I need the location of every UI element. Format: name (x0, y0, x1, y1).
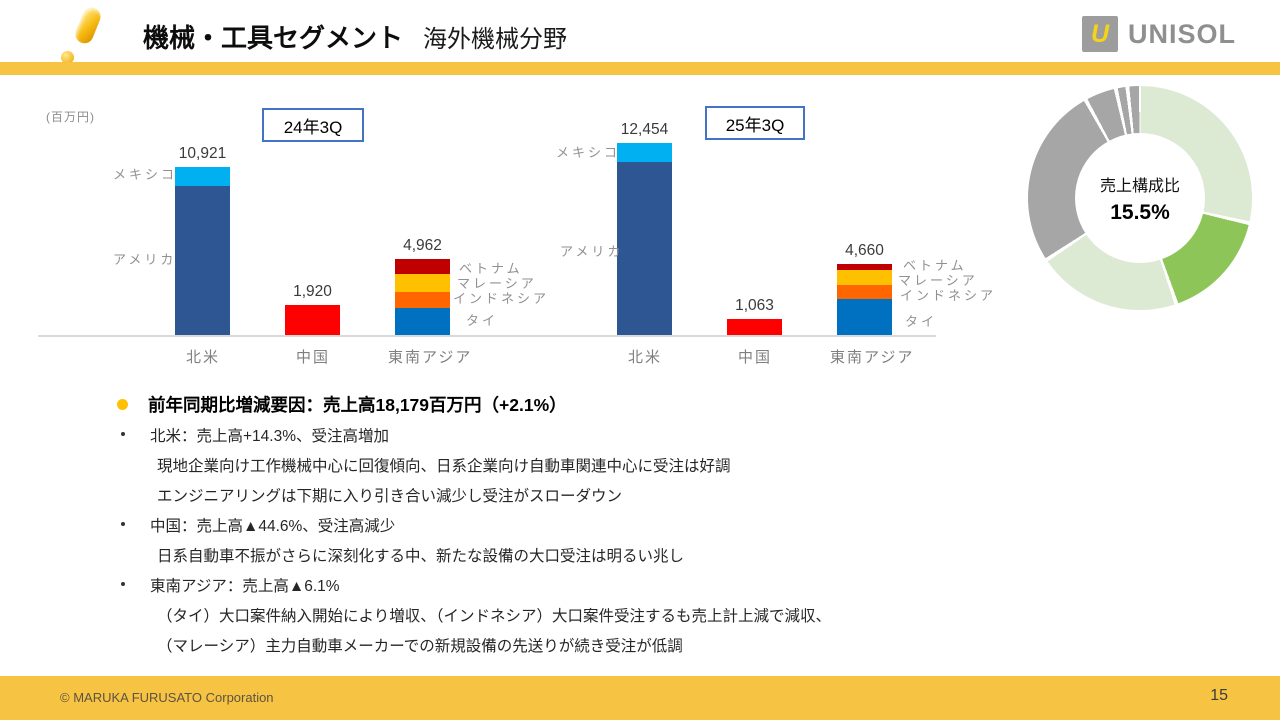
period-box-25y3q: 25年3Q (705, 106, 805, 140)
bullet-line: 現地企業向け工作機械中心に回復傾向、日系企業向け自動車関連中心に受注は好調 (157, 458, 731, 475)
bar-24年3Q-北米 (175, 167, 230, 335)
period-box-24y3q: 24年3Q (262, 108, 364, 142)
header-divider (0, 62, 1280, 75)
bullet-line: 日系自動車不振がさらに深刻化する中、新たな設備の大口受注は明るい兆し (157, 548, 685, 565)
bar-segment-メキシコ (175, 167, 230, 186)
unisol-logo-text: UNISOL (1127, 18, 1236, 49)
donut-center: 売上構成比 15.5% (1075, 133, 1205, 263)
bar-25年3Q-東南アジア (837, 264, 892, 335)
segment-label-インドネシア: インドネシア (453, 291, 550, 306)
list-bullet-icon (121, 522, 125, 526)
bullet-line: エンジニアリングは下期に入り引き合い減少し受注がスローダウン (157, 488, 623, 505)
exclamation-icon-bar (72, 4, 104, 47)
chart-axis-line (38, 335, 936, 337)
donut-chart: 売上構成比 15.5% (1028, 86, 1252, 310)
bullet-line: 中国：売上高▲44.6%、受注高減少 (150, 518, 396, 535)
bar-segment-中国 (727, 319, 782, 335)
unisol-logo-icon: U (1081, 16, 1118, 52)
page-number: 15 (1210, 687, 1228, 704)
category-label-北米: 北米 (186, 349, 221, 366)
segment-label-インドネシア: インドネシア (900, 288, 997, 303)
bullet-line: （マレーシア）主力自動車メーカーでの新規設備の先送りが続き受注が低調 (157, 638, 683, 655)
exclamation-icon (46, 4, 110, 66)
bar-segment-ベトナム (395, 259, 450, 274)
category-label-北米: 北米 (628, 349, 663, 366)
bar-24年3Q-東南アジア (395, 259, 450, 335)
bar-value-label: 1,063 (735, 297, 774, 314)
segment-label-タイ: タイ (466, 313, 499, 328)
unit-label: (百万円) (46, 110, 95, 124)
segment-label-タイ: タイ (905, 314, 938, 329)
bar-segment-タイ (395, 308, 450, 335)
page-title: 機械・工具セグメント 海外機械分野 (143, 18, 567, 55)
category-label-東南アジア: 東南アジア (388, 349, 473, 366)
bar-segment-メキシコ (617, 143, 672, 162)
list-bullet-icon (121, 582, 125, 586)
bullet-line: 北米：売上高+14.3%、受注高増加 (150, 428, 390, 445)
exclamation-icon-dot (61, 51, 74, 64)
bar-24年3Q-中国 (285, 305, 340, 335)
segment-label-マレーシア: マレーシア (457, 276, 537, 291)
category-label-中国: 中国 (738, 349, 773, 366)
bar-segment-インドネシア (837, 285, 892, 299)
bar-segment-マレーシア (395, 274, 450, 292)
bar-segment-アメリカ (617, 162, 672, 335)
footer-bar (0, 676, 1280, 720)
bar-value-label: 4,962 (403, 237, 442, 254)
bar-segment-タイ (837, 299, 892, 335)
segment-label-アメリカ: アメリカ (560, 244, 624, 259)
list-bullet-icon (121, 432, 125, 436)
bar-value-label: 10,921 (178, 145, 227, 162)
bar-segment-中国 (285, 305, 340, 335)
bar-segment-マレーシア (837, 270, 892, 285)
bar-segment-アメリカ (175, 186, 230, 335)
bar-segment-インドネシア (395, 292, 450, 308)
segment-label-ベトナム: ベトナム (903, 258, 967, 273)
segment-label-ベトナム: ベトナム (459, 261, 523, 276)
segment-label-マレーシア: マレーシア (898, 273, 978, 288)
bullet-line: 東南アジア：売上高▲6.1% (150, 578, 340, 595)
category-label-中国: 中国 (296, 349, 331, 366)
page-title-sub: 海外機械分野 (423, 26, 568, 53)
bar-value-label: 4,660 (845, 242, 884, 259)
segment-label-メキシコ: メキシコ (113, 167, 178, 182)
heading-bullet-icon (117, 399, 128, 410)
segment-label-メキシコ: メキシコ (556, 145, 621, 160)
bar-25年3Q-中国 (727, 319, 782, 335)
bar-25年3Q-北米 (617, 143, 672, 335)
donut-value: 15.5% (1110, 200, 1170, 224)
unisol-logo: U UNISOL (1081, 16, 1236, 52)
bar-segment-ベトナム (837, 264, 892, 270)
category-label-東南アジア: 東南アジア (830, 349, 915, 366)
bullet-line: （タイ）大口案件納入開始により増収、（インドネシア）大口案件受注するも売上計上減… (157, 608, 831, 625)
bar-value-label: 1,920 (293, 283, 332, 300)
bullets-heading: 前年同期比増減要因：売上高18,179百万円（+2.1%） (148, 395, 567, 415)
bar-value-label: 12,454 (620, 121, 669, 138)
page-title-main: 機械・工具セグメント (143, 23, 404, 53)
donut-title: 売上構成比 (1099, 177, 1180, 195)
segment-label-アメリカ: アメリカ (113, 252, 177, 267)
footer-copyright: © MARUKA FURUSATO Corporation (60, 690, 274, 705)
